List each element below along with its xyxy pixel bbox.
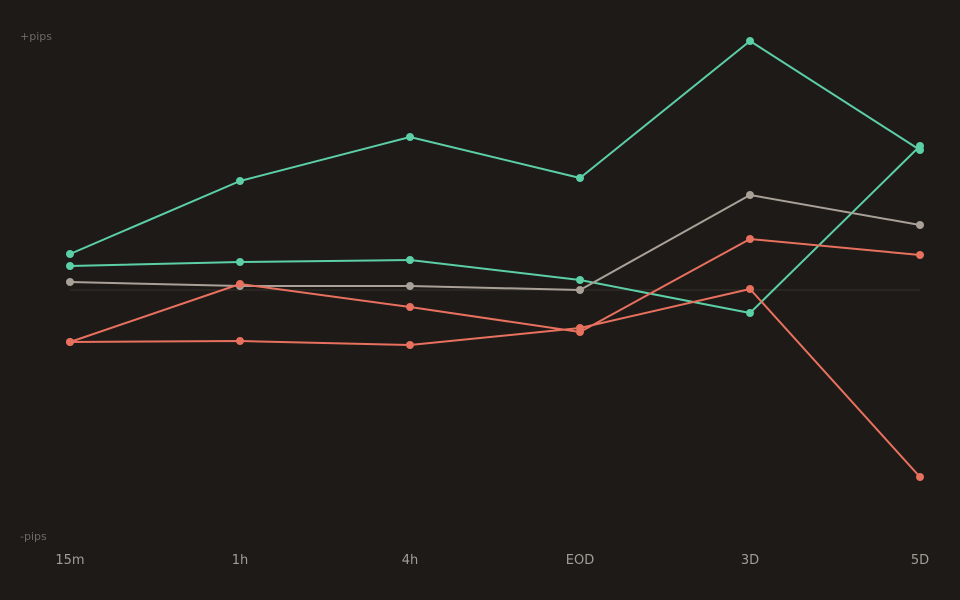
data-point[interactable]: [236, 177, 244, 185]
series-layer: [66, 37, 924, 481]
x-tick-label: 15m: [55, 553, 84, 568]
data-point[interactable]: [66, 250, 74, 258]
x-axis: 15m 1h 4h EOD 3D 5D: [55, 553, 929, 568]
data-point[interactable]: [576, 324, 584, 332]
x-tick-label: 1h: [232, 553, 249, 568]
data-point[interactable]: [236, 258, 244, 266]
data-point[interactable]: [576, 286, 584, 294]
data-point[interactable]: [746, 235, 754, 243]
data-point[interactable]: [66, 262, 74, 270]
series-2: [66, 142, 924, 317]
data-point[interactable]: [576, 276, 584, 284]
data-point[interactable]: [746, 309, 754, 317]
data-point[interactable]: [916, 473, 924, 481]
series-line: [69, 40, 921, 255]
data-point[interactable]: [406, 282, 414, 290]
series-line: [69, 194, 921, 291]
series-line: [69, 288, 921, 478]
data-point[interactable]: [916, 221, 924, 229]
data-point[interactable]: [406, 133, 414, 141]
data-point[interactable]: [576, 174, 584, 182]
data-point[interactable]: [66, 338, 74, 346]
data-point[interactable]: [406, 341, 414, 349]
series-1: [66, 37, 924, 258]
data-point[interactable]: [746, 285, 754, 293]
series-line: [69, 238, 921, 343]
x-tick-label: 4h: [402, 553, 419, 568]
data-point[interactable]: [236, 337, 244, 345]
series-line: [69, 145, 921, 314]
x-tick-label: 3D: [741, 553, 759, 568]
x-tick-label: 5D: [911, 553, 929, 568]
data-point[interactable]: [746, 37, 754, 45]
data-point[interactable]: [236, 280, 244, 288]
y-axis-bottom-label: -pips: [20, 530, 47, 543]
data-point[interactable]: [746, 191, 754, 199]
data-point[interactable]: [916, 142, 924, 150]
data-point[interactable]: [66, 278, 74, 286]
series-5: [66, 285, 924, 481]
data-point[interactable]: [406, 303, 414, 311]
data-point[interactable]: [916, 251, 924, 259]
y-axis-top-label: +pips: [20, 30, 52, 43]
x-tick-label: EOD: [566, 553, 594, 568]
data-point[interactable]: [406, 256, 414, 264]
